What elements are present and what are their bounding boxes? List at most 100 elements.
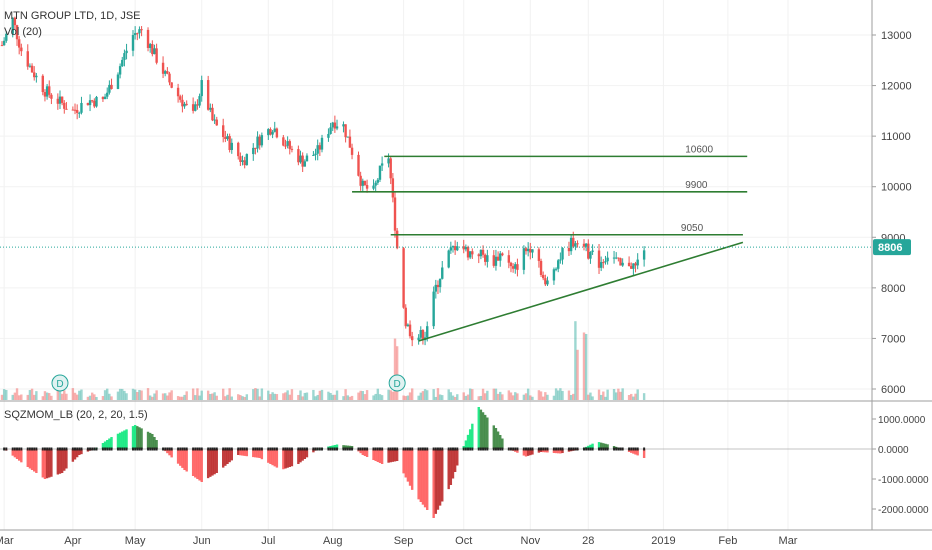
candle-body — [417, 337, 420, 341]
candle-body — [26, 51, 29, 67]
squeeze-dot — [454, 447, 457, 451]
squeeze-dot — [224, 447, 227, 451]
volume-bar — [582, 332, 586, 400]
squeeze-dot — [467, 447, 470, 451]
squeeze-dot — [464, 447, 467, 451]
volume-bar — [2, 389, 6, 400]
histogram-bar — [35, 449, 38, 473]
candle-body — [41, 75, 45, 93]
histogram-bar — [17, 449, 21, 461]
histogram-bar — [78, 449, 81, 455]
squeeze-dot — [164, 447, 167, 451]
candle-body — [288, 141, 291, 149]
histogram-bar — [393, 449, 397, 462]
squeeze-dot — [630, 447, 633, 451]
candle-body — [602, 262, 605, 264]
candle-body — [305, 155, 309, 162]
candle-body — [303, 161, 307, 167]
volume-bar — [393, 338, 397, 400]
price-tick-label: 8000 — [881, 283, 905, 295]
candle-body — [546, 280, 549, 285]
squeeze-dot — [166, 447, 169, 451]
squeeze-dot — [567, 447, 570, 451]
candle-body — [526, 248, 530, 252]
squeeze-dot — [570, 447, 573, 451]
dividend-marker[interactable] — [388, 374, 406, 392]
level-label: 10600 — [685, 144, 713, 155]
volume-bar — [71, 388, 75, 400]
candle-body — [75, 109, 79, 113]
histogram-bar — [273, 449, 276, 467]
volume-bar — [574, 321, 577, 400]
candle-body — [511, 266, 515, 269]
volume-bar — [410, 388, 414, 400]
candle-body — [374, 182, 377, 186]
histogram-bar — [30, 449, 34, 470]
volume-bar — [282, 393, 285, 400]
squeeze-dot — [162, 447, 165, 451]
volume-bar — [206, 390, 210, 400]
squeeze-dot — [344, 447, 347, 451]
candle-body — [501, 253, 504, 256]
volume-bar — [191, 388, 195, 400]
squeeze-dot — [28, 447, 31, 451]
candle-body — [391, 178, 395, 198]
squeeze-dot — [402, 447, 405, 451]
histogram-bar — [211, 449, 214, 476]
squeeze-dot — [396, 447, 399, 451]
histogram-bar — [286, 449, 289, 468]
histogram-bar — [196, 449, 199, 479]
candle-body — [133, 33, 137, 36]
histogram-bar — [335, 444, 339, 449]
squeeze-dot — [391, 447, 394, 451]
candle-body — [486, 255, 489, 262]
squeeze-dot — [305, 447, 308, 451]
candle-body — [245, 154, 249, 166]
candle-body — [60, 96, 64, 103]
squeeze-dot — [574, 447, 577, 451]
time-tick-label: Nov — [521, 535, 541, 547]
candle-body — [215, 119, 218, 126]
volume-bar — [344, 389, 347, 400]
dividend-marker[interactable] — [51, 374, 69, 392]
squeeze-dot — [299, 447, 302, 451]
volume-bar — [215, 395, 218, 400]
squeeze-dot — [327, 447, 330, 451]
squeeze-dot — [606, 447, 609, 451]
volume-bar — [90, 392, 94, 400]
volume-bar — [63, 390, 66, 400]
volume-bar — [123, 390, 126, 400]
candle-body — [282, 137, 285, 146]
squeeze-dot — [314, 447, 317, 451]
candle-body — [241, 160, 244, 162]
trendline[interactable] — [418, 241, 744, 342]
volume-bar — [260, 388, 264, 400]
volume-bar — [554, 388, 558, 400]
histogram-bar — [434, 449, 438, 514]
squeeze-dot — [439, 447, 442, 451]
histogram-bar — [239, 449, 242, 456]
squeeze-dot — [312, 447, 315, 451]
candle-body — [499, 253, 502, 261]
volume-bar — [619, 391, 622, 400]
histogram-bar — [389, 449, 392, 463]
candle-body — [17, 39, 21, 48]
horizontal-levels[interactable]: 10600 9900 9050 — [352, 144, 748, 236]
candle-body — [80, 102, 83, 113]
volume-bar — [136, 392, 139, 400]
squeeze-dot — [284, 447, 287, 451]
volume-bar — [224, 396, 227, 400]
squeeze-dot — [512, 447, 515, 451]
volume-bar — [331, 394, 334, 400]
volume-bar — [314, 396, 317, 400]
squeeze-dot — [108, 447, 111, 451]
squeeze-dot — [194, 447, 197, 451]
candle-body — [404, 307, 407, 327]
histogram-bar — [630, 449, 633, 453]
squeeze-dot — [589, 447, 592, 451]
squeeze-dot — [572, 447, 575, 451]
trendlines[interactable] — [418, 241, 744, 342]
squeeze-dot — [501, 447, 504, 451]
